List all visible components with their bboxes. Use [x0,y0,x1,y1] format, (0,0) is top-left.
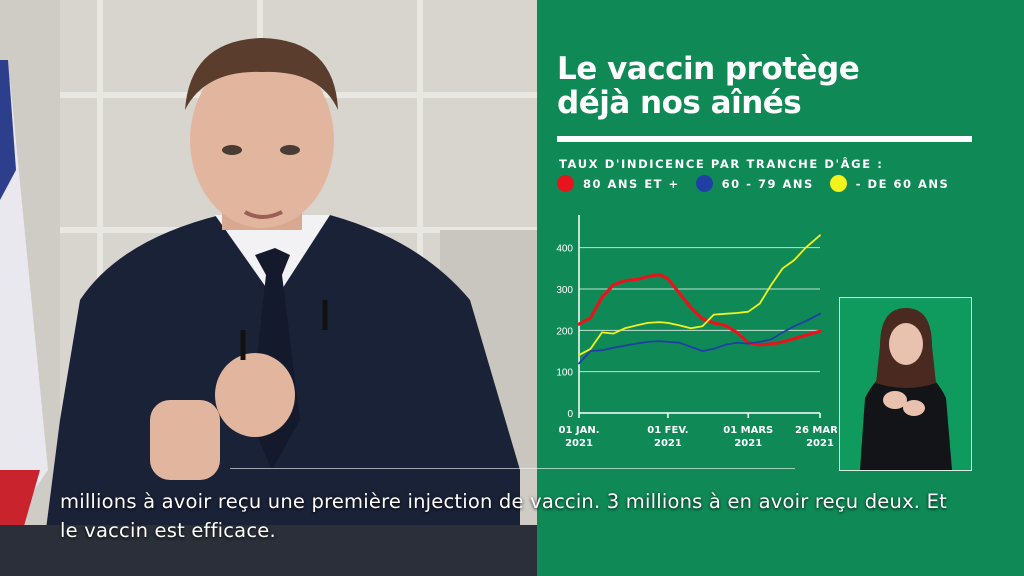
y-tick-label: 0 [567,409,573,420]
title-line-1: Le vaccin protège [557,51,860,87]
y-tick-label: 300 [556,285,573,296]
y-tick-label: 100 [556,368,573,379]
x-tick-label-year: 2021 [654,438,682,449]
legend-label-60-79: 60 - 79 ANS [721,176,814,191]
sign-language-interpreter [839,297,972,471]
legend-swatch-red [557,175,574,192]
x-tick-label: 01 JAN. [558,425,599,436]
speaker-video [0,0,540,576]
caption-line-1: millions à avoir reçu une première injec… [60,490,947,513]
title-line-2: déjà nos aînés [557,85,802,121]
closed-captions: millions à avoir reçu une première injec… [60,487,990,545]
speaker-scene [0,0,540,576]
legend-label-80-plus: 80 ANS ET + [583,176,680,191]
subtitle-divider [230,468,795,469]
interpreter-figure [840,298,971,470]
y-tick-label: 400 [556,244,573,255]
title-divider [557,136,972,142]
x-tick-label-year: 2021 [806,438,834,449]
chart-title: Le vaccin protège déjà nos aînés [557,51,860,121]
x-tick-label: 01 FEV. [647,425,688,436]
caption-line-2: le vaccin est efficace. [60,519,276,542]
x-tick-label-year: 2021 [734,438,762,449]
series-line-2 [578,234,821,357]
chart-legend: 80 ANS ET + 60 - 79 ANS - DE 60 ANS [557,175,965,192]
legend-item-under-60: - DE 60 ANS [829,175,950,192]
legend-item-60-79: 60 - 79 ANS [695,175,814,192]
chart-subtitle: TAUX D'INDICENCE PAR TRANCHE D'ÂGE : [559,157,884,171]
y-tick-label: 200 [556,326,573,337]
series-line-0 [577,272,822,347]
series-line-1 [578,312,821,365]
legend-swatch-yellow [829,175,847,192]
legend-label-under-60: - DE 60 ANS [855,176,950,191]
legend-swatch-blue [695,175,713,192]
legend-item-80-plus: 80 ANS ET + [557,175,680,192]
info-panel: Le vaccin protège déjà nos aînés TAUX D'… [537,0,1024,576]
x-tick-label-year: 2021 [565,438,593,449]
x-tick-label: 26 MARS [795,425,837,436]
x-tick-label: 01 MARS [723,425,773,436]
incidence-line-chart: 0 100 200 300 400 01 JAN. 2021 01 FEV. 2021 01 MA… [556,215,837,449]
